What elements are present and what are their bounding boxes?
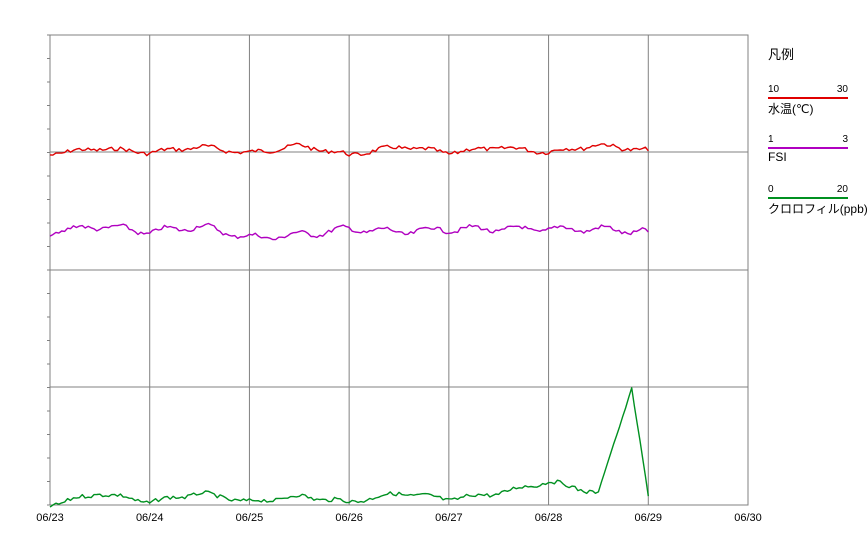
legend-min: 0 bbox=[768, 184, 774, 195]
series-line bbox=[49, 142, 649, 157]
x-tick-label: 06/28 bbox=[535, 512, 563, 524]
legend-max: 30 bbox=[836, 84, 848, 95]
x-tick-label: 06/24 bbox=[136, 512, 164, 524]
legend-max: 3 bbox=[842, 134, 848, 145]
x-tick-label: 06/23 bbox=[36, 512, 64, 524]
x-tick-label: 06/27 bbox=[435, 512, 463, 524]
legend-range: 10 30 bbox=[768, 85, 864, 95]
legend-label: FSI bbox=[768, 150, 787, 164]
x-tick-labels: 06/23 06/24 06/25 06/26 06/27 06/28 06/29 06/30 bbox=[36, 512, 762, 524]
x-tick-label: 06/29 bbox=[635, 512, 663, 524]
legend-label: クロロフィル(ppb) bbox=[768, 202, 868, 216]
legend-label: 水温(℃) bbox=[768, 102, 814, 116]
legend-range: 1 3 bbox=[768, 135, 864, 145]
x-tick-label: 06/30 bbox=[734, 512, 762, 524]
legend: 凡例 10 30 水温(℃) 1 3 FSI 0 20 クロロフィル(ppb) bbox=[768, 44, 868, 235]
legend-item-chlorophyll: 0 20 クロロフィル(ppb) bbox=[768, 185, 868, 235]
legend-item-fsi: 1 3 FSI bbox=[768, 135, 864, 185]
legend-min: 1 bbox=[768, 134, 774, 145]
legend-title: 凡例 bbox=[768, 47, 795, 62]
series-lines bbox=[49, 142, 649, 508]
legend-min: 10 bbox=[768, 84, 780, 95]
x-tick-label: 06/26 bbox=[335, 512, 363, 524]
legend-swatch bbox=[768, 197, 848, 199]
legend-swatch bbox=[768, 147, 848, 149]
series-line bbox=[49, 387, 649, 508]
series-line bbox=[49, 222, 649, 241]
legend-range: 0 20 bbox=[768, 185, 864, 195]
legend-item-water-temp: 10 30 水温(℃) bbox=[768, 85, 864, 135]
legend-swatch bbox=[768, 97, 848, 99]
x-tick-label: 06/25 bbox=[236, 512, 264, 524]
legend-max: 20 bbox=[836, 184, 848, 195]
grid bbox=[47, 34, 749, 506]
